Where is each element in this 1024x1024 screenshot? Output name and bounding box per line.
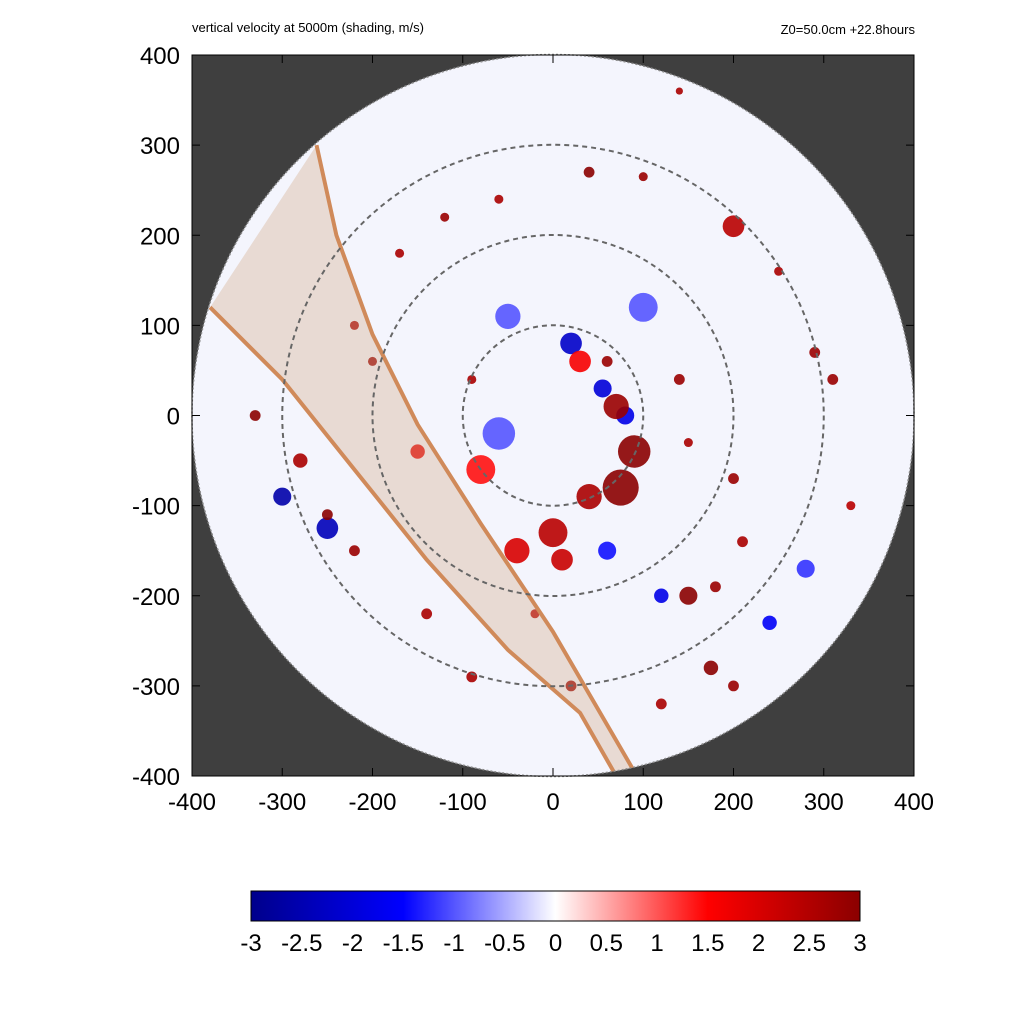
- x-tick-label: 300: [804, 789, 844, 816]
- x-tick-label: -100: [439, 789, 487, 816]
- velocity-cell: [846, 501, 856, 511]
- velocity-cell: [316, 517, 339, 539]
- swath-band: [208, 144, 636, 777]
- velocity-cell: [673, 374, 685, 385]
- velocity-cell: [349, 320, 359, 330]
- ring-200: [371, 234, 735, 597]
- velocity-cell: [349, 545, 360, 557]
- x-tick-label: 200: [713, 789, 753, 816]
- velocity-cell: [321, 509, 333, 521]
- colorbar-tick-label: 2: [752, 930, 765, 957]
- y-axis: 400 300 200 100 0 -100 -200 -300 -400: [132, 43, 914, 791]
- velocity-cell: [504, 538, 530, 564]
- ring-100: [461, 324, 645, 507]
- colorbar-tick-label: 2.5: [793, 930, 826, 957]
- x-tick-label: -200: [348, 789, 396, 816]
- y-tick-label: 400: [140, 43, 180, 70]
- colorbar-tick-label: 0: [549, 930, 562, 957]
- colorbar-ticks: -3 -2.5 -2 -1.5 -1 -0.5 0 0.5 1 1.5 2 2.5 3: [240, 930, 866, 957]
- velocity-cell: [679, 586, 698, 605]
- y-tick-label: -200: [132, 584, 180, 611]
- velocity-cell: [602, 469, 639, 506]
- colorbar: [250, 890, 861, 922]
- velocity-cell: [728, 680, 739, 692]
- velocity-cell: [601, 356, 613, 367]
- colorbar-tick-label: 3: [853, 930, 866, 957]
- velocity-cell: [273, 487, 292, 506]
- velocity-cell: [495, 303, 521, 329]
- ring-300: [281, 143, 825, 688]
- velocity-cell: [538, 518, 568, 548]
- velocity-cell: [583, 166, 595, 178]
- velocity-cell: [710, 581, 721, 593]
- velocity-cell: [421, 608, 433, 620]
- x-tick-label: -300: [258, 789, 306, 816]
- colorbar-tick-label: -2: [342, 930, 363, 957]
- velocity-cell: [827, 374, 839, 385]
- velocity-cell: [593, 379, 612, 398]
- velocity-cell: [675, 87, 683, 95]
- colorbar-tick-label: 1: [650, 930, 663, 957]
- velocity-cell: [598, 541, 617, 560]
- colorbar-tick-label: -0.5: [484, 930, 525, 957]
- velocity-cell: [494, 194, 504, 204]
- velocity-cell: [293, 453, 308, 468]
- x-axis: -400 -300 -200 -100 0 100 200 300 400: [168, 55, 934, 816]
- velocity-cell: [395, 248, 405, 258]
- velocity-field: [249, 87, 856, 710]
- velocity-cell: [249, 410, 261, 421]
- y-tick-label: 300: [140, 133, 180, 160]
- velocity-cell: [440, 212, 450, 222]
- colorbar-tick-label: 1.5: [691, 930, 724, 957]
- y-tick-label: 0: [167, 404, 180, 431]
- velocity-cell: [722, 215, 745, 238]
- velocity-cell: [576, 483, 602, 510]
- colorbar-tick-label: -1.5: [383, 930, 424, 957]
- velocity-cell: [774, 266, 784, 276]
- y-tick-label: 100: [140, 313, 180, 340]
- chart-subtitle: Z0=50.0cm +22.8hours: [780, 22, 915, 37]
- velocity-cell: [560, 332, 582, 355]
- colorbar-tick-label: -3: [240, 930, 261, 957]
- colorbar-tick-label: 0.5: [590, 930, 623, 957]
- colorbar-tick-label: -2.5: [281, 930, 322, 957]
- velocity-cell: [628, 292, 658, 322]
- x-tick-label: 400: [894, 789, 934, 816]
- velocity-cell: [569, 350, 591, 373]
- y-tick-label: 200: [140, 223, 180, 250]
- velocity-cell: [737, 536, 748, 548]
- x-tick-label: 0: [546, 789, 559, 816]
- x-tick-label: -400: [168, 789, 216, 816]
- velocity-cell: [728, 473, 739, 485]
- y-tick-label: -300: [132, 674, 180, 701]
- velocity-cell: [655, 698, 667, 710]
- velocity-cell: [654, 588, 669, 603]
- swath-fill: [210, 145, 635, 776]
- y-tick-label: -100: [132, 494, 180, 521]
- velocity-cell: [762, 615, 777, 631]
- swath-right-edge: [314, 144, 636, 773]
- velocity-cell: [703, 660, 719, 676]
- chart-title: vertical velocity at 5000m (shading, m/s…: [192, 20, 424, 35]
- velocity-cell: [638, 172, 648, 182]
- velocity-cell: [482, 417, 516, 450]
- velocity-cell: [410, 444, 425, 459]
- swath-left-edge: [208, 305, 618, 777]
- velocity-cell: [796, 559, 815, 578]
- velocity-cell: [683, 438, 693, 448]
- colorbar-tick-label: -1: [443, 930, 464, 957]
- velocity-cell: [367, 356, 378, 366]
- x-tick-label: 100: [623, 789, 663, 816]
- velocity-cell: [617, 435, 651, 468]
- velocity-cell: [603, 393, 629, 420]
- y-tick-label: -400: [132, 764, 180, 791]
- velocity-cell: [551, 548, 573, 571]
